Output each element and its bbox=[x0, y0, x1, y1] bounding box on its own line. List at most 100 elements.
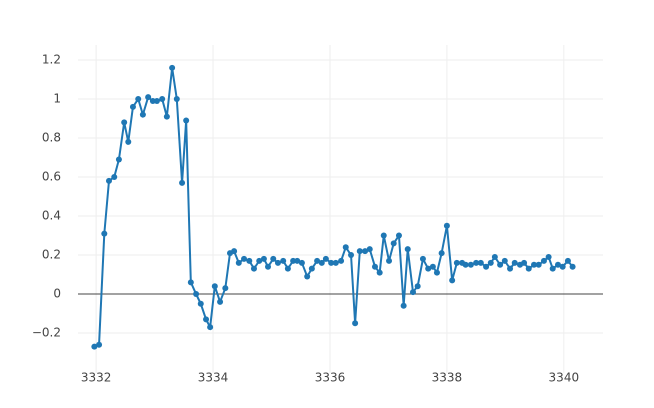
point bbox=[531, 261, 538, 268]
x-tick-label: 3338 bbox=[432, 371, 463, 385]
point bbox=[332, 259, 339, 266]
point bbox=[304, 273, 311, 280]
x-tick-label: 3340 bbox=[549, 371, 580, 385]
point bbox=[129, 103, 136, 110]
point bbox=[231, 248, 238, 255]
point bbox=[352, 320, 359, 327]
point bbox=[535, 261, 542, 268]
point bbox=[235, 259, 242, 266]
point bbox=[246, 257, 253, 264]
point bbox=[145, 94, 152, 101]
point bbox=[511, 259, 518, 266]
point bbox=[203, 316, 210, 323]
point bbox=[294, 257, 301, 264]
point bbox=[270, 255, 277, 262]
point bbox=[284, 265, 291, 272]
point bbox=[111, 174, 118, 181]
point bbox=[477, 259, 484, 266]
y-tick-label: 0.8 bbox=[42, 131, 61, 145]
point bbox=[298, 259, 305, 266]
point bbox=[101, 230, 108, 237]
point bbox=[265, 263, 272, 270]
point bbox=[491, 253, 498, 260]
point bbox=[222, 285, 229, 292]
point bbox=[169, 64, 176, 71]
x-tick-label: 3332 bbox=[81, 371, 112, 385]
point bbox=[507, 265, 514, 272]
y-tick-label: −0.2 bbox=[32, 326, 61, 340]
point bbox=[540, 257, 547, 264]
point bbox=[386, 257, 393, 264]
point bbox=[197, 300, 204, 307]
point bbox=[139, 111, 146, 118]
point bbox=[438, 250, 445, 257]
point bbox=[433, 269, 440, 276]
point bbox=[400, 302, 407, 309]
point bbox=[348, 252, 355, 259]
point bbox=[115, 156, 122, 163]
point bbox=[380, 232, 387, 239]
point bbox=[545, 253, 552, 260]
point bbox=[179, 179, 186, 186]
point bbox=[414, 283, 421, 290]
point bbox=[125, 138, 132, 145]
point bbox=[487, 259, 494, 266]
point bbox=[211, 283, 218, 290]
x-tick-label: 3334 bbox=[198, 371, 229, 385]
point bbox=[404, 246, 411, 253]
point bbox=[362, 248, 369, 255]
point bbox=[260, 255, 267, 262]
point bbox=[371, 263, 378, 270]
point bbox=[250, 265, 257, 272]
point bbox=[338, 257, 345, 264]
point bbox=[525, 265, 532, 272]
point bbox=[549, 265, 556, 272]
point bbox=[121, 119, 128, 126]
point bbox=[521, 259, 528, 266]
y-tick-label: 0.2 bbox=[42, 248, 61, 262]
point bbox=[366, 246, 373, 253]
y-tick-label: 0.4 bbox=[42, 209, 61, 223]
point bbox=[473, 259, 480, 266]
point bbox=[342, 244, 349, 251]
point bbox=[135, 96, 142, 103]
point bbox=[409, 289, 416, 296]
point bbox=[256, 257, 263, 264]
point bbox=[308, 265, 315, 272]
point bbox=[163, 113, 170, 120]
point bbox=[159, 96, 166, 103]
point bbox=[497, 261, 504, 268]
x-tick-label: 3336 bbox=[315, 371, 346, 385]
point bbox=[322, 255, 329, 262]
point bbox=[462, 261, 469, 268]
point bbox=[467, 261, 474, 268]
point bbox=[173, 96, 180, 103]
point bbox=[217, 298, 224, 305]
point bbox=[318, 259, 325, 266]
point bbox=[501, 257, 508, 264]
point bbox=[395, 232, 402, 239]
y-tick-label: 1 bbox=[53, 92, 61, 106]
point bbox=[96, 341, 103, 348]
point bbox=[91, 343, 98, 350]
point bbox=[449, 277, 456, 284]
y-tick-label: 1.2 bbox=[42, 53, 61, 67]
point bbox=[105, 177, 112, 184]
point bbox=[554, 261, 561, 268]
point bbox=[559, 263, 566, 270]
point bbox=[314, 257, 321, 264]
point bbox=[274, 259, 281, 266]
point bbox=[453, 259, 460, 266]
point bbox=[483, 263, 490, 270]
y-tick-label: 0 bbox=[53, 287, 61, 301]
point bbox=[564, 257, 571, 264]
point bbox=[153, 97, 160, 104]
line bbox=[93, 67, 574, 348]
y-tick-label: 0.6 bbox=[42, 170, 61, 184]
point bbox=[376, 269, 383, 276]
point bbox=[569, 263, 576, 270]
point bbox=[207, 324, 214, 331]
point bbox=[390, 240, 397, 247]
point bbox=[187, 279, 194, 286]
